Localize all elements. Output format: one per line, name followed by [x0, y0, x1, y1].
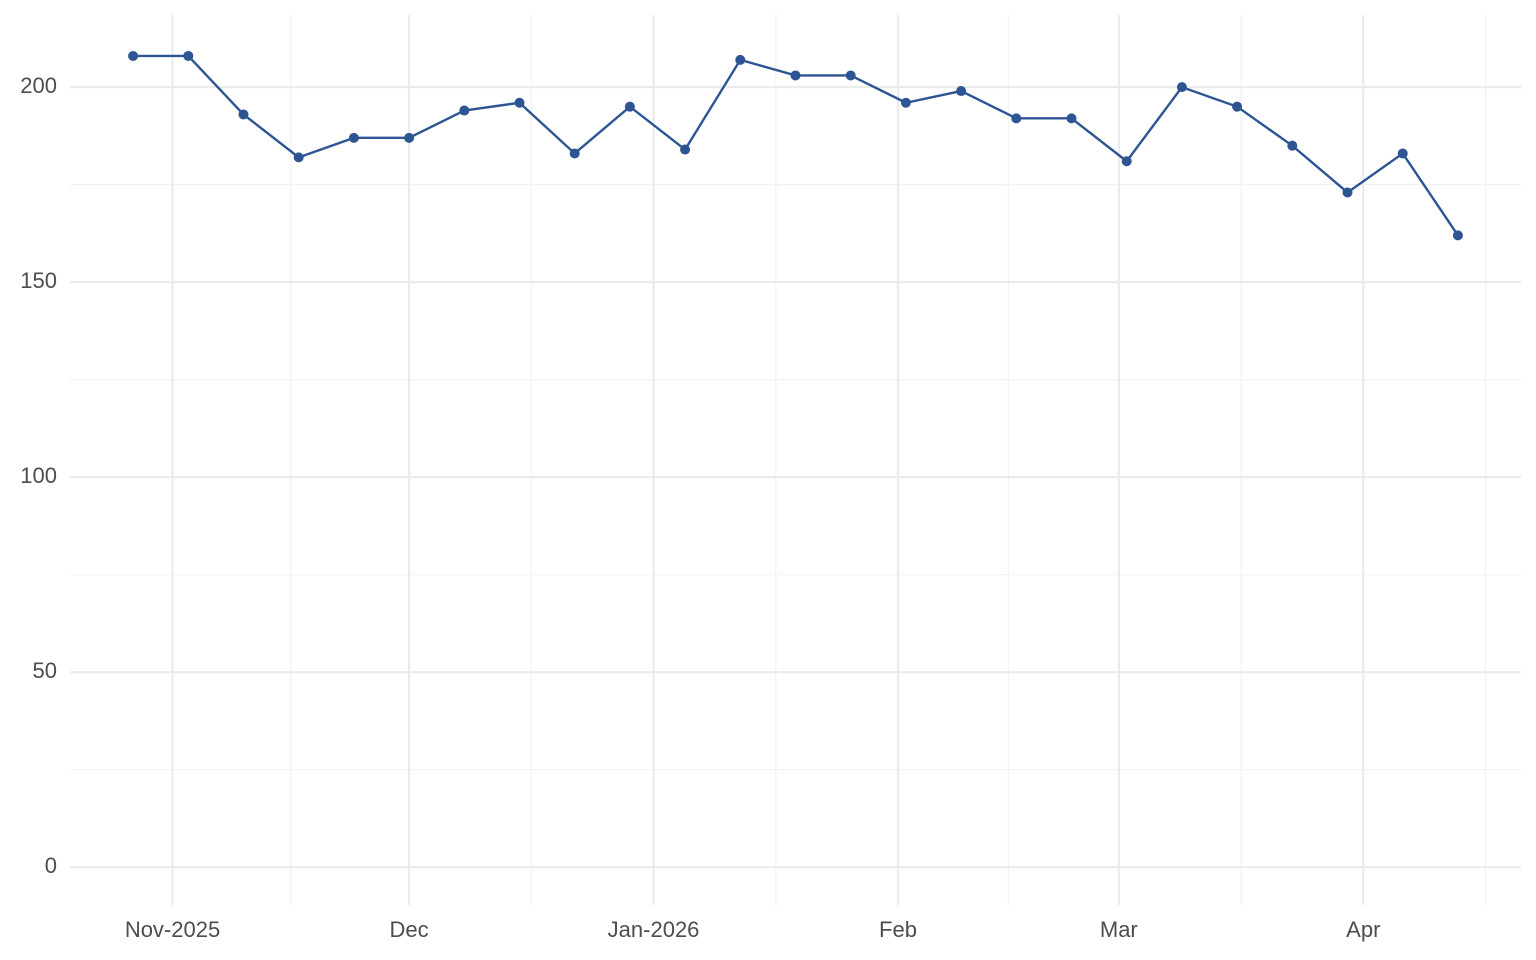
- point: [956, 86, 967, 97]
- point: [293, 152, 304, 163]
- y-tick-label: 100: [20, 463, 57, 488]
- point: [1452, 230, 1463, 241]
- y-tick-label: 0: [45, 853, 57, 878]
- point: [790, 70, 801, 81]
- point: [1176, 82, 1187, 93]
- point: [624, 101, 635, 112]
- y-tick-label: 50: [33, 658, 57, 683]
- x-tick-label: Dec: [390, 917, 429, 942]
- point: [348, 132, 359, 143]
- point: [845, 70, 856, 81]
- point: [569, 148, 580, 159]
- point: [1066, 113, 1077, 124]
- point: [1287, 140, 1298, 151]
- point: [1342, 187, 1353, 198]
- point: [1121, 156, 1132, 167]
- x-tick-label: Feb: [879, 917, 917, 942]
- point: [735, 54, 746, 65]
- point: [404, 132, 415, 143]
- point: [459, 105, 470, 116]
- point: [1011, 113, 1022, 124]
- point: [1397, 148, 1408, 159]
- y-tick-label: 200: [20, 73, 57, 98]
- point: [183, 50, 194, 61]
- point: [238, 109, 249, 120]
- point: [680, 144, 691, 155]
- point: [900, 97, 911, 108]
- point: [1232, 101, 1243, 112]
- point: [128, 50, 139, 61]
- x-tick-label: Jan-2026: [608, 917, 700, 942]
- y-tick-label: 150: [20, 268, 57, 293]
- point: [514, 97, 525, 108]
- x-tick-label: Mar: [1100, 917, 1138, 942]
- series-line: [133, 54, 1459, 237]
- x-tick-label: Apr: [1346, 917, 1380, 942]
- x-tick-label: Nov-2025: [125, 917, 220, 942]
